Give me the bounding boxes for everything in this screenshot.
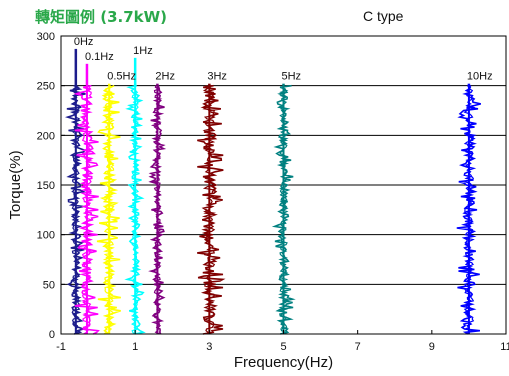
series-layer (64, 48, 481, 335)
series-trace (152, 85, 163, 335)
y-tick-label: 150 (37, 180, 55, 192)
series-label: 3Hz (207, 71, 227, 83)
series-0hz (64, 48, 86, 335)
y-axis-label: Torque(%) (7, 150, 24, 219)
y-tick-label: 300 (37, 31, 55, 43)
ticks-layer: 0 50 100 150 200 250 300 -1 1 3 5 7 9 11 (37, 31, 509, 353)
chart-subtitle: C type (363, 8, 404, 24)
x-tick-label: 3 (206, 341, 212, 353)
series-0p1hz (73, 63, 100, 335)
series-label: 5Hz (282, 71, 302, 83)
series-1hz (124, 57, 146, 335)
x-tick-label: 1 (132, 341, 138, 353)
x-tick-label: -1 (56, 341, 66, 353)
series-label: 0Hz (74, 36, 94, 48)
series-trace (130, 85, 140, 335)
series-trace (124, 84, 146, 335)
series-label: 1Hz (133, 45, 153, 57)
label-layer: 0Hz 0.1Hz 0.5Hz 1Hz 2Hz 3Hz 5Hz 10Hz (74, 36, 493, 83)
y-tick-label: 50 (43, 279, 55, 291)
series-label: 2Hz (155, 71, 175, 83)
series-3hz (197, 83, 226, 335)
series-label: 0.5Hz (107, 71, 136, 83)
x-tick-label: 11 (500, 341, 509, 353)
series-2hz (148, 83, 167, 335)
y-tick-label: 200 (37, 130, 55, 142)
x-tick-label: 9 (429, 341, 435, 353)
series-trace (277, 85, 290, 335)
series-label: 10Hz (467, 71, 493, 83)
series-10hz (456, 83, 481, 335)
series-trace (456, 85, 481, 335)
series-trace (102, 85, 116, 335)
series-5hz (271, 83, 296, 335)
y-tick-label: 250 (37, 81, 55, 93)
y-tick-label: 100 (37, 230, 55, 242)
y-tick-label: 0 (49, 329, 55, 341)
x-tick-label: 7 (355, 341, 361, 353)
series-label: 0.1Hz (85, 51, 114, 63)
x-tick-label: 5 (280, 341, 286, 353)
series-0p5hz (96, 83, 121, 335)
chart-title: 轉矩圖例 (3.7kW) (35, 8, 168, 26)
x-axis-label: Frequency(Hz) (234, 354, 333, 371)
